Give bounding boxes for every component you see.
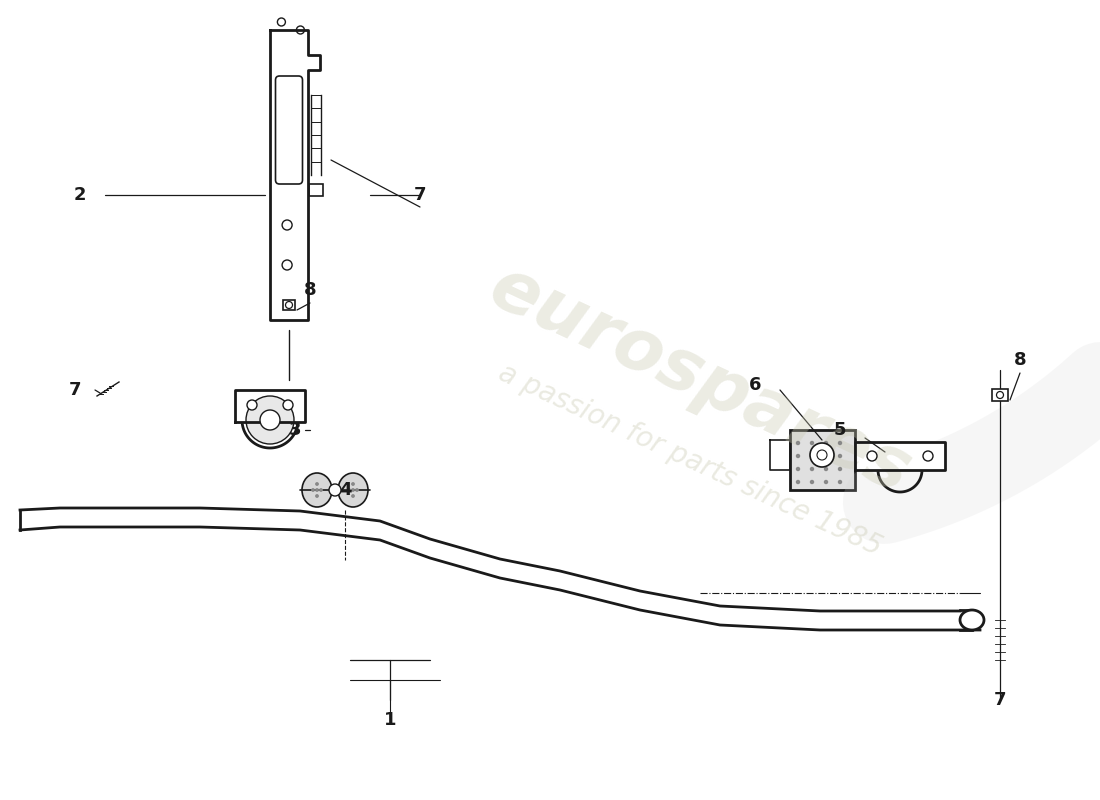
Ellipse shape	[338, 473, 368, 507]
Circle shape	[811, 467, 814, 470]
Text: 6: 6	[749, 376, 761, 394]
Bar	[790, 430, 855, 490]
Circle shape	[329, 484, 341, 496]
Circle shape	[811, 481, 814, 483]
Circle shape	[867, 451, 877, 461]
Circle shape	[796, 481, 800, 483]
Text: 7: 7	[68, 381, 81, 399]
Text: 5: 5	[834, 421, 846, 439]
Text: 3: 3	[288, 421, 301, 439]
Circle shape	[277, 18, 285, 26]
Circle shape	[810, 443, 834, 467]
Circle shape	[282, 220, 293, 230]
Circle shape	[825, 467, 827, 470]
Circle shape	[352, 494, 354, 498]
Circle shape	[838, 454, 842, 458]
Circle shape	[348, 489, 350, 491]
Text: 7: 7	[993, 691, 1007, 709]
FancyBboxPatch shape	[992, 389, 1008, 401]
Circle shape	[796, 454, 800, 458]
Circle shape	[311, 489, 315, 491]
Circle shape	[320, 489, 322, 491]
Circle shape	[796, 467, 800, 470]
Circle shape	[286, 302, 293, 309]
Text: eurospares: eurospares	[478, 252, 922, 508]
Circle shape	[796, 442, 800, 445]
Circle shape	[825, 442, 827, 445]
Bar	[309, 184, 323, 196]
Circle shape	[838, 442, 842, 445]
Circle shape	[923, 451, 933, 461]
Circle shape	[352, 489, 354, 491]
Text: 4: 4	[339, 481, 351, 499]
Bar	[283, 300, 295, 310]
Circle shape	[316, 482, 318, 485]
Circle shape	[825, 481, 827, 483]
Circle shape	[811, 454, 814, 458]
Text: 1: 1	[384, 711, 396, 729]
Ellipse shape	[960, 610, 984, 630]
Circle shape	[316, 489, 318, 491]
Circle shape	[825, 454, 827, 458]
Circle shape	[296, 26, 305, 34]
Ellipse shape	[302, 473, 332, 507]
Text: 2: 2	[74, 186, 86, 204]
Circle shape	[260, 410, 280, 430]
Text: 8: 8	[304, 281, 317, 299]
Circle shape	[997, 391, 1003, 398]
Text: 7: 7	[414, 186, 427, 204]
Polygon shape	[855, 442, 945, 470]
Circle shape	[248, 400, 257, 410]
Polygon shape	[235, 390, 305, 422]
Circle shape	[283, 400, 293, 410]
Circle shape	[316, 494, 318, 498]
Circle shape	[838, 467, 842, 470]
Circle shape	[817, 450, 827, 460]
Circle shape	[246, 396, 294, 444]
Circle shape	[811, 442, 814, 445]
Circle shape	[352, 482, 354, 485]
Circle shape	[838, 481, 842, 483]
Text: a passion for parts since 1985: a passion for parts since 1985	[494, 358, 887, 562]
Circle shape	[282, 260, 293, 270]
FancyBboxPatch shape	[275, 76, 302, 184]
Circle shape	[355, 489, 359, 491]
Text: 8: 8	[1014, 351, 1026, 369]
